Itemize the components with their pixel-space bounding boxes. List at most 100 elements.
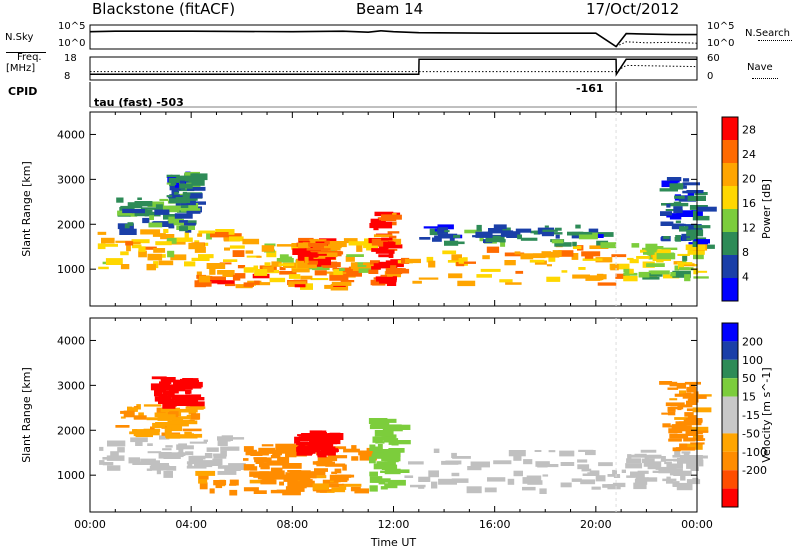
scatter-cell (662, 423, 671, 428)
scatter-cell (379, 276, 393, 284)
scatter-cell (162, 209, 180, 213)
scatter-cell (175, 182, 180, 188)
scatter-cell (97, 231, 107, 235)
scatter-cell (382, 424, 402, 431)
colorbar-frame (721, 116, 739, 302)
scatter-cell (260, 479, 277, 485)
y-tick-label: 1000 (57, 469, 85, 482)
scatter-cell (674, 417, 693, 420)
scatter-cell (688, 400, 698, 405)
nsky-label: N.Sky (5, 32, 34, 43)
scatter-cell (551, 239, 564, 244)
scatter-cell (180, 222, 196, 226)
scatter-cell (279, 267, 286, 271)
scatter-cell (309, 471, 326, 476)
scatter-cell (666, 464, 672, 469)
scatter-cell (377, 444, 383, 451)
scatter-cell (431, 481, 438, 489)
scatter-cell (493, 460, 512, 465)
scatter-cell (150, 383, 166, 391)
scatter-cell (600, 242, 617, 249)
y-axis-label: Slant Range [km] (20, 161, 33, 257)
scatter-cell (184, 172, 193, 179)
scatter-cell (449, 236, 455, 243)
scatter-cell (249, 471, 269, 477)
scatter-cell (669, 398, 678, 401)
scatter-cell (167, 401, 187, 406)
scatter-cell (299, 252, 318, 258)
noise-panel-frame (89, 24, 698, 50)
scatter-cell (314, 270, 327, 276)
scatter-cell (371, 454, 389, 458)
scatter-cell (185, 392, 190, 395)
scatter-cell (661, 412, 674, 415)
scatter-cell (166, 466, 177, 471)
scatter-cell (146, 417, 163, 421)
scatter-cell (178, 408, 198, 413)
scatter-cell (160, 407, 180, 411)
scatter-cell (206, 263, 226, 269)
scatter-cell (629, 259, 639, 264)
scatter-cell (559, 450, 575, 457)
power-panel: 1000 2000 3000 4000 Slant Range [km] 4 8 12 16 20… (20, 111, 773, 307)
scatter-cell (270, 455, 281, 459)
scatter-cell (169, 194, 180, 197)
scatter-cell (612, 469, 617, 477)
scatter-cell (308, 434, 325, 441)
scatter-cell (304, 248, 321, 251)
scatter-cell (534, 260, 547, 265)
scatter-cell (269, 277, 286, 283)
scatter-cell (578, 231, 593, 235)
scatter-cell (646, 263, 665, 267)
scatter-cell (282, 463, 302, 469)
scatter-cell (330, 455, 348, 459)
scatter-cell (381, 214, 397, 221)
scatter-cell (285, 486, 305, 492)
freq-tick-low: 8 (64, 71, 71, 82)
scatter-cell (266, 250, 277, 258)
scatter-cell (499, 279, 513, 283)
scatter-cell (317, 457, 338, 462)
scatter-band (292, 237, 347, 269)
scatter-cell (220, 446, 240, 451)
scatter-cell (146, 263, 156, 271)
scatter-cell (597, 282, 617, 286)
scatter-cell (545, 251, 560, 258)
scatter-cell (166, 174, 173, 178)
scatter-cell (578, 267, 586, 270)
scatter-cell (636, 256, 650, 259)
scatter-cell (188, 242, 205, 250)
scatter-cell (667, 425, 688, 428)
scatter-cell (120, 416, 126, 419)
scatter-cell (387, 231, 400, 234)
scatter-cell (316, 460, 333, 467)
scatter-cell (176, 444, 184, 450)
scatter-cell (262, 266, 274, 273)
scatter-cell (163, 454, 181, 459)
scatter-cell (638, 271, 650, 278)
scatter-cell (387, 459, 396, 466)
scatter-cell (514, 251, 521, 255)
scatter-cell (126, 245, 131, 252)
scatter-cell (679, 267, 694, 271)
colorbar-segment (722, 433, 738, 452)
scatter-cell (229, 236, 244, 242)
scatter-cell (181, 398, 187, 404)
scatter-cell (309, 239, 327, 242)
scatter-cell (466, 486, 482, 494)
scatter-cell (370, 260, 380, 265)
scatter-cell (451, 254, 462, 261)
scatter-cell (482, 255, 490, 260)
scatter-cell (623, 268, 631, 273)
scatter-cell (290, 474, 307, 481)
scatter-cell (252, 273, 270, 279)
scatter-cell (655, 464, 661, 470)
scatter-cell (674, 393, 686, 397)
colorbar-tick-label: -200 (742, 464, 767, 477)
scatter-cell (254, 280, 260, 285)
scatter-cell (687, 235, 698, 239)
scatter-cell (371, 238, 389, 246)
colorbar-tick-label: 200 (742, 335, 763, 348)
scatter-cell (685, 418, 703, 424)
scatter-cell (342, 483, 362, 487)
